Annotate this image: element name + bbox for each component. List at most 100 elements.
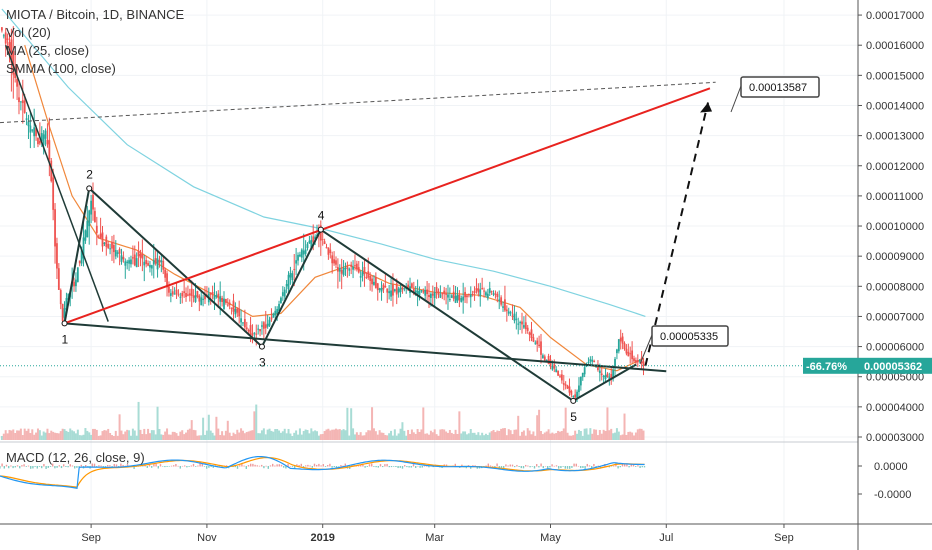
macd-histogram-bar: [366, 466, 368, 467]
macd-histogram-bar: [250, 463, 252, 467]
candle-body: [471, 293, 474, 295]
candle-body: [327, 247, 330, 255]
macd-histogram-bar: [368, 464, 371, 467]
volume-bar: [219, 435, 222, 440]
target-callout-box: [740, 76, 820, 98]
macd-histogram-bar: [639, 466, 641, 468]
volume-bar: [48, 433, 51, 440]
macd-histogram-bar: [300, 463, 302, 467]
candle-body: [479, 289, 482, 297]
macd-histogram-bar: [562, 466, 564, 467]
macd-histogram-bar: [54, 466, 56, 469]
volume-bar: [342, 429, 345, 440]
volume-bar: [249, 430, 252, 440]
macd-histogram-bar: [505, 464, 507, 467]
candle-body: [418, 290, 421, 296]
volume-bar: [19, 428, 22, 440]
candle-body: [629, 353, 632, 355]
volume-bar: [595, 429, 598, 440]
macd-histogram-bar: [628, 466, 630, 468]
candle-body: [496, 293, 499, 297]
volume-bar: [606, 407, 609, 440]
candle-body: [12, 51, 15, 75]
macd-histogram-bar: [555, 465, 558, 467]
macd-histogram-bar: [540, 463, 542, 467]
volume-bar: [126, 429, 129, 440]
macd-histogram-bar: [573, 463, 575, 467]
price-tick-label: 0.00006000: [866, 342, 924, 354]
macd-histogram-bar: [637, 465, 639, 467]
time-tick-label: May: [540, 532, 561, 544]
volume-bar: [521, 431, 524, 440]
macd-histogram-bar: [155, 463, 157, 467]
vol-indicator-label[interactable]: Vol (20): [6, 25, 51, 40]
volume-bar: [105, 430, 108, 440]
candle-body: [403, 288, 406, 290]
volume-bar: [312, 431, 315, 440]
volume-bar: [196, 435, 199, 440]
candle-body: [433, 292, 436, 299]
candle-body: [447, 294, 449, 298]
volume-bar: [63, 429, 66, 440]
candle-body: [88, 210, 91, 227]
candle-body: [401, 287, 404, 290]
candle-body: [473, 290, 476, 293]
macd-histogram-bar: [274, 465, 276, 467]
macd-histogram-bar: [621, 463, 624, 467]
volume-bar: [27, 428, 30, 440]
macd-histogram-bar: [547, 466, 549, 469]
candle-body: [321, 239, 324, 241]
volume-bar: [610, 428, 613, 440]
macd-histogram-bar: [263, 466, 265, 469]
volume-bar: [101, 431, 104, 440]
candle-body: [194, 295, 197, 302]
candle-body: [502, 306, 504, 308]
volume-bar: [175, 433, 178, 440]
volume-bar: [490, 431, 493, 440]
macd-histogram-bar: [529, 466, 531, 468]
macd-histogram-bar: [564, 466, 566, 469]
macd-histogram-bar: [608, 466, 610, 468]
price-tick-label: 0.00014000: [866, 100, 924, 112]
macd-histogram-bar: [344, 463, 346, 467]
candle-body: [54, 209, 56, 247]
macd-histogram-bar: [507, 465, 509, 467]
volume-bar: [234, 434, 237, 440]
macd-histogram-bar: [329, 463, 331, 467]
candle-body: [392, 284, 394, 296]
volume-bar: [164, 431, 167, 440]
macd-histogram-bar: [525, 464, 527, 467]
wave-segment: [261, 229, 322, 348]
macd-histogram-bar: [406, 466, 408, 468]
macd-histogram-bar: [47, 466, 49, 468]
macd-histogram-bar: [5, 464, 8, 467]
macd-histogram-bar: [492, 465, 494, 467]
candle-body: [534, 342, 537, 344]
symbol-title[interactable]: MIOTA / Bitcoin, 1D, BINANCE: [6, 7, 185, 22]
volume-bar: [116, 435, 119, 440]
volume-bar: [245, 432, 248, 440]
volume-bar: [44, 432, 47, 440]
volume-bar: [295, 430, 298, 440]
volume-bar: [221, 431, 224, 440]
volume-bar: [334, 428, 337, 440]
candle-body: [614, 358, 616, 368]
candle-body: [168, 286, 170, 293]
candle-body: [521, 321, 523, 325]
macd-histogram-bar: [3, 466, 5, 469]
volume-bar: [232, 432, 235, 440]
ma-indicator-label[interactable]: MA (25, close): [6, 43, 90, 58]
macd-histogram-bar: [382, 466, 384, 468]
volume-bar: [6, 433, 9, 440]
macd-histogram-bar: [164, 466, 166, 468]
volume-bar: [240, 428, 243, 440]
volume-bar: [84, 428, 87, 440]
candle-body: [173, 293, 176, 295]
candle-body: [504, 299, 506, 311]
volume-bar: [306, 429, 309, 440]
macd-histogram-bar: [373, 466, 375, 467]
volume-bar: [348, 435, 351, 440]
macd-indicator-label[interactable]: MACD (12, 26, close, 9): [6, 450, 145, 465]
smma-indicator-label[interactable]: SMMA (100, close): [6, 61, 116, 76]
